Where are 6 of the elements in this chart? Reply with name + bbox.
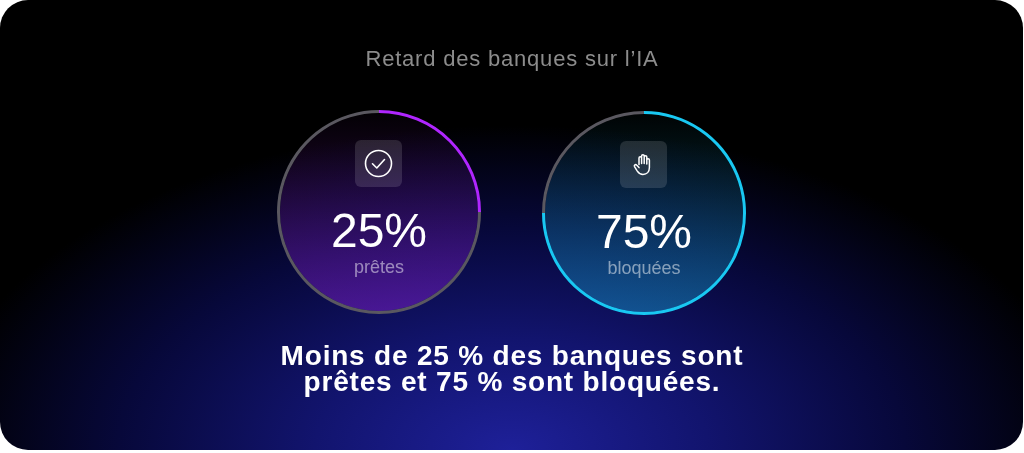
text: prêtes: [353, 257, 405, 277]
text: 75%: [595, 205, 693, 258]
text: Moins de 25 % des banques sont prêtes et 75 % sont bloquées.: [279, 340, 745, 397]
text: 25%: [330, 204, 428, 257]
chart-title: Retard des banques sur l’IA: [364, 46, 660, 72]
text: bloquées: [607, 258, 681, 278]
